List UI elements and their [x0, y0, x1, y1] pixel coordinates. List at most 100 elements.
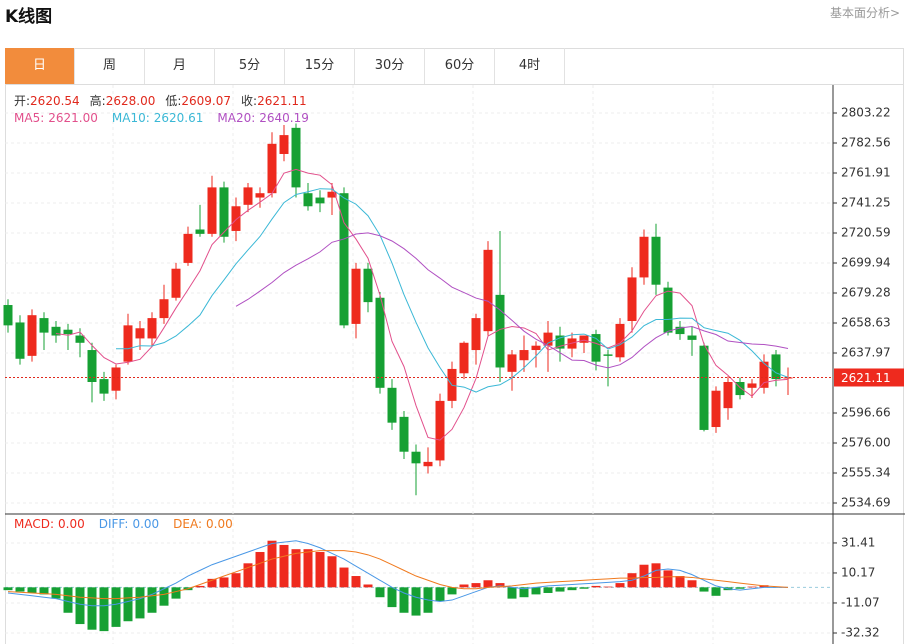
legend-name: MA5: [14, 111, 45, 125]
candle-body [39, 318, 49, 333]
candle-body [231, 206, 241, 231]
candle-body [627, 277, 637, 322]
line [55, 168, 789, 441]
macd-bar [567, 587, 577, 591]
macd-bar [195, 585, 205, 588]
macd-bar [303, 549, 313, 588]
candle-body [255, 193, 265, 198]
candle-body [507, 354, 517, 372]
line [7, 540, 788, 607]
candle-body [615, 323, 625, 358]
y-tick-label: 2534.69 [841, 495, 891, 509]
macd-bar [171, 587, 181, 599]
analysis-link[interactable]: 基本面分析> [829, 6, 900, 20]
macd-bar [711, 587, 721, 596]
ohlc-info: 开:2620.54 高:2628.00 低:2609.07 收:2621.11 [14, 92, 317, 109]
candle-body [555, 335, 565, 349]
period-tab[interactable]: 月 [145, 48, 215, 84]
candle-body [531, 345, 541, 351]
macd-bar [159, 587, 169, 606]
line [116, 188, 789, 393]
candle-body [387, 387, 397, 423]
candle-body [183, 233, 193, 263]
y-tick-label: 2637.97 [841, 345, 891, 359]
macd-bar [27, 587, 37, 593]
period-tab[interactable]: 30分 [355, 48, 425, 84]
chart-frame [5, 48, 904, 644]
macd-bar [507, 587, 517, 599]
period-tab[interactable]: 60分 [425, 48, 495, 84]
macd-bar [375, 587, 385, 598]
candle-body [267, 143, 277, 194]
macd-bar [735, 587, 745, 589]
candle-body [327, 191, 337, 198]
period-tab[interactable]: 周 [75, 48, 145, 84]
macd-bar [291, 549, 301, 588]
period-tab[interactable]: 15分 [285, 48, 355, 84]
legend-value: 2620.61 [153, 111, 204, 125]
macd-bar [483, 580, 493, 588]
macd-bar [399, 587, 409, 613]
candle-body [591, 334, 601, 362]
price-tag [834, 368, 904, 387]
candle-body [63, 329, 73, 335]
macd-bar [579, 587, 589, 589]
candle-body [279, 135, 289, 154]
candle-body [315, 197, 325, 204]
y-tick-label: 2596.66 [841, 405, 891, 419]
macd-bar [111, 587, 121, 627]
candle-body [735, 382, 745, 396]
candle-body [723, 382, 733, 409]
macd-bar [87, 587, 97, 630]
candle-body [27, 315, 37, 356]
candle-body [375, 297, 385, 388]
candle-body [171, 268, 181, 298]
line [7, 550, 789, 600]
info-value: 2621.11 [257, 94, 307, 108]
candle-body [471, 318, 481, 351]
candle-body [435, 400, 445, 461]
macd-bar [531, 587, 541, 595]
macd-bar [231, 573, 241, 588]
legend-name: MA20: [217, 111, 256, 125]
y-tick-label: 2761.91 [841, 165, 891, 179]
candle-body [603, 354, 613, 356]
y-tick-label: -32.32 [841, 625, 880, 639]
candle-body [663, 287, 673, 333]
legend-value: 2621.00 [48, 111, 98, 125]
macd-bar [471, 583, 481, 588]
macd-bar [675, 576, 685, 588]
candle-body [75, 335, 85, 343]
macd-bar [147, 587, 157, 613]
macd-bar [363, 584, 373, 588]
legend-name: MACD: [14, 517, 55, 531]
y-tick-label: 2803.22 [841, 106, 891, 120]
macd-bar [555, 587, 565, 592]
macd-bar [615, 583, 625, 588]
candle-body [3, 305, 13, 326]
candle-body [747, 383, 757, 388]
y-tick-label: 2576.00 [841, 435, 891, 449]
candle-body [339, 193, 349, 326]
period-tab[interactable]: 5分 [215, 48, 285, 84]
legend-name: DEA: [173, 517, 203, 531]
candle-body [87, 350, 97, 383]
candle-body [651, 236, 661, 285]
y-tick-label: -11.07 [841, 595, 880, 609]
info-name: 低: [165, 94, 182, 108]
y-tick-label: 31.41 [841, 535, 875, 549]
candle-body [291, 127, 301, 188]
candle-body [711, 390, 721, 428]
candle-body [303, 193, 313, 207]
macd-bar [387, 587, 397, 608]
y-tick-label: 2555.34 [841, 466, 891, 480]
candle-body [123, 325, 133, 362]
period-tab[interactable]: 日 [5, 48, 75, 84]
macd-bar [339, 567, 349, 588]
macd-bar [543, 587, 553, 593]
y-tick-label: 2720.59 [841, 226, 891, 240]
candle-body [495, 294, 505, 368]
period-tab[interactable]: 4时 [495, 48, 565, 84]
